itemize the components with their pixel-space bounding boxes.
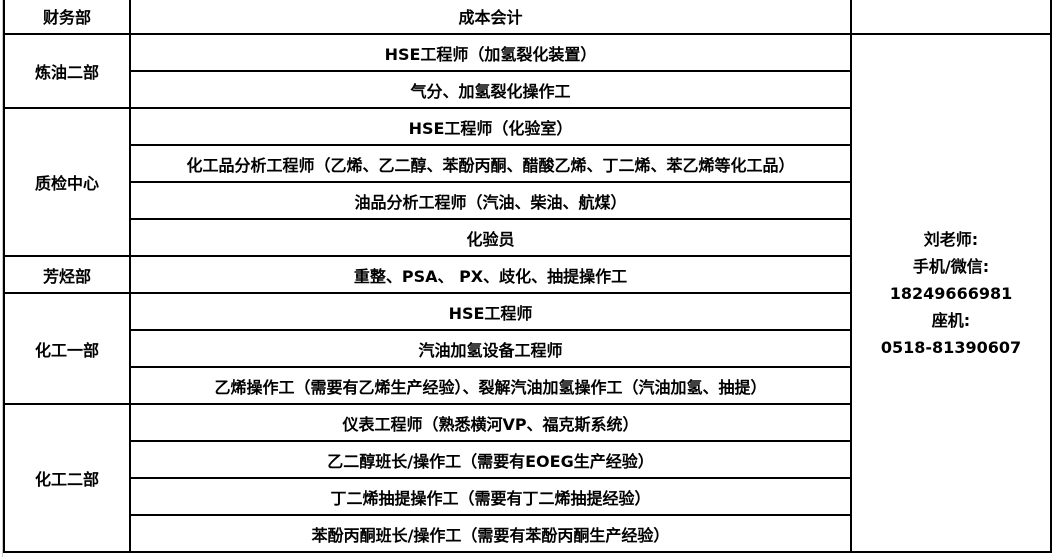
job-table: 财务部 成本会计 炼油二部 HSE工程师（加氢裂化装置） 刘老师: 手机/微信: 18249… xyxy=(3,0,1052,553)
contact-landline-label: 座机: xyxy=(931,310,971,330)
contact-landline: 0518-81390607 xyxy=(880,337,1022,357)
position-cell[interactable]: 丁二烯抽提操作工（需要有丁二烯抽提经验） xyxy=(129,477,852,516)
table-row: 化验员 xyxy=(4,218,1051,257)
table-row: 汽油加氢设备工程师 xyxy=(4,329,1051,368)
position-cell[interactable]: 气分、加氢裂化操作工 xyxy=(129,70,852,109)
position-cell[interactable]: 苯酚丙酮班长/操作工（需要有苯酚丙酮生产经验） xyxy=(129,514,852,553)
table-row: 化工二部 仪表工程师（熟悉横河VP、福克斯系统） xyxy=(3,403,1051,553)
contact-cell[interactable]: 刘老师: 手机/微信: 18249666981 座机: 0518-81390607 xyxy=(850,33,1052,553)
department-cell[interactable]: 化工一部 xyxy=(3,292,131,405)
contact-mobile: 18249666981 xyxy=(889,283,1013,303)
position-cell[interactable]: 乙二醇班长/操作工（需要有EOEG生产经验） xyxy=(129,440,852,479)
table-row: 质检中心 HSE工程师（化验室） xyxy=(3,107,1051,257)
department-cell[interactable]: 化工二部 xyxy=(3,403,131,553)
table-row: 乙烯操作工（需要有乙烯生产经验）、裂解汽油加氢操作工（汽油加氢、抽提） xyxy=(4,366,1051,405)
position-cell[interactable]: HSE工程师（加氢裂化装置） xyxy=(129,33,852,72)
position-cell[interactable]: 汽油加氢设备工程师 xyxy=(129,329,852,368)
position-cell[interactable]: 仪表工程师（熟悉横河VP、福克斯系统） xyxy=(129,403,852,442)
position-cell[interactable]: 油品分析工程师（汽油、柴油、航煤） xyxy=(129,181,852,220)
sheet-gridline xyxy=(2,0,3,557)
table-row: 油品分析工程师（汽油、柴油、航煤） xyxy=(4,181,1051,220)
table-row: 乙二醇班长/操作工（需要有EOEG生产经验） xyxy=(4,440,1051,479)
department-cell[interactable]: 炼油二部 xyxy=(3,33,131,109)
position-cell[interactable]: 重整、PSA、 PX、歧化、抽提操作工 xyxy=(129,255,852,294)
table-row: 化工一部 HSE工程师 xyxy=(3,292,1051,405)
position-cell[interactable]: 成本会计 xyxy=(129,0,852,35)
position-cell[interactable]: HSE工程师 xyxy=(129,292,852,331)
position-cell[interactable]: 化工品分析工程师（乙烯、乙二醇、苯酚丙酮、醋酸乙烯、丁二烯、苯乙烯等化工品） xyxy=(129,144,852,183)
department-cell[interactable]: 芳烃部 xyxy=(3,255,131,294)
table-row: 财务部 成本会计 xyxy=(3,0,1052,35)
table-row: 气分、加氢裂化操作工 xyxy=(4,70,1051,109)
table-row: 芳烃部 重整、PSA、 PX、歧化、抽提操作工 xyxy=(3,255,1051,294)
department-cell[interactable]: 质检中心 xyxy=(3,107,131,257)
contact-mobile-label: 手机/微信: xyxy=(912,256,990,276)
department-cell[interactable]: 财务部 xyxy=(3,0,131,35)
table-row: 丁二烯抽提操作工（需要有丁二烯抽提经验） xyxy=(4,477,1051,516)
table-row: 炼油二部 HSE工程师（加氢裂化装置） 刘老师: 手机/微信: 18249666981 座… xyxy=(3,33,1052,553)
position-cell[interactable]: 化验员 xyxy=(129,218,852,257)
table-row: 化工品分析工程师（乙烯、乙二醇、苯酚丙酮、醋酸乙烯、丁二烯、苯乙烯等化工品） xyxy=(4,144,1051,183)
empty-cell[interactable] xyxy=(850,0,1052,35)
position-cell[interactable]: 乙烯操作工（需要有乙烯生产经验）、裂解汽油加氢操作工（汽油加氢、抽提） xyxy=(129,366,852,405)
position-cell[interactable]: HSE工程师（化验室） xyxy=(129,107,852,146)
table-row: 苯酚丙酮班长/操作工（需要有苯酚丙酮生产经验） xyxy=(4,514,1051,553)
contact-name: 刘老师: xyxy=(923,229,979,249)
